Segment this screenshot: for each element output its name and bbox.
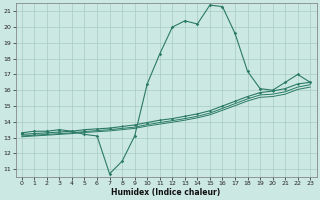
- X-axis label: Humidex (Indice chaleur): Humidex (Indice chaleur): [111, 188, 221, 197]
